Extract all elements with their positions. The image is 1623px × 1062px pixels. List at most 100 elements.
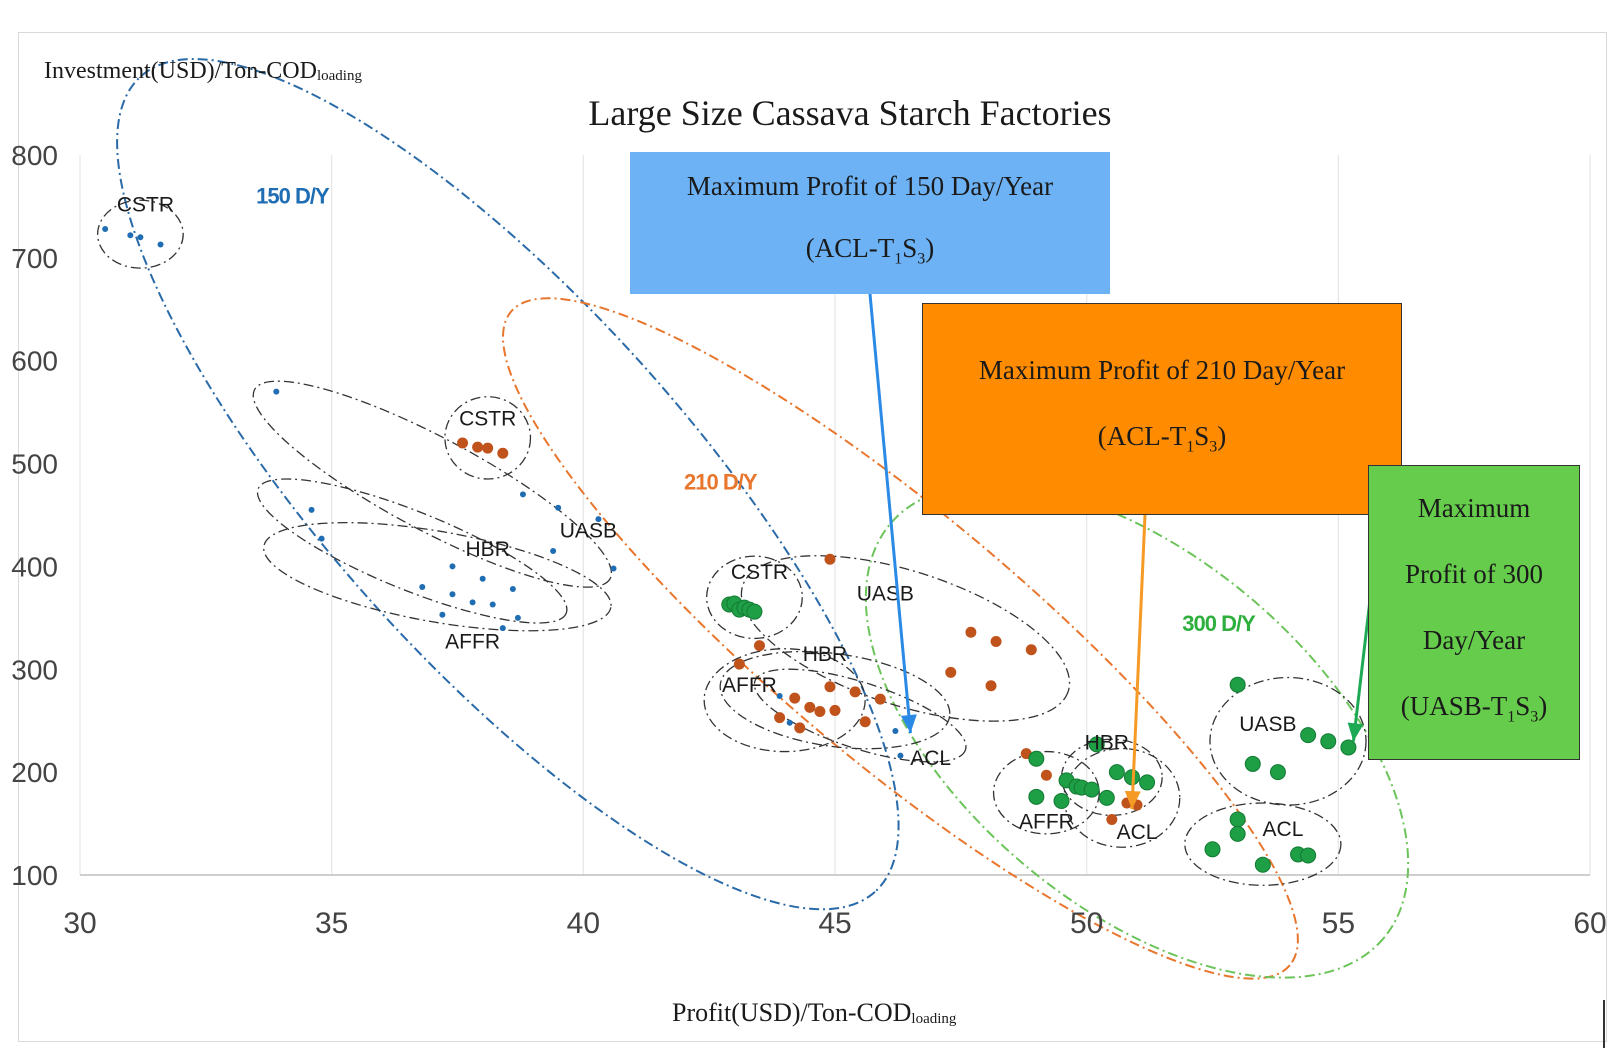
point-series-2-29 — [1340, 739, 1357, 756]
cluster-labels: 150 D/Y 210 D/Y 300 D/Y CSTR CSTR UASB HBR AFFR… — [117, 183, 1304, 844]
point-series-1-5 — [754, 640, 765, 652]
ellipse-cluster-cstr-1 — [96, 199, 184, 269]
cluster-label: CSTR — [459, 408, 516, 431]
point-series-0-5 — [308, 506, 315, 513]
ellipse-cluster-uasb-3 — [1209, 676, 1367, 806]
point-series-1-13 — [849, 686, 861, 698]
point-series-1-1 — [472, 441, 484, 453]
x-tick-label: 50 — [1070, 907, 1103, 940]
cluster-label: HBR — [803, 643, 847, 666]
y-tick-label: 200 — [11, 757, 58, 788]
x-axis-title: Profit(USD)/Ton-CODloading — [672, 998, 957, 1027]
arrowhead-callout-300 — [1347, 722, 1364, 742]
callout-150-line-2: (ACL-T1S3) — [805, 233, 935, 268]
point-series-2-27 — [1300, 727, 1317, 744]
cluster-label: UASB — [857, 582, 914, 605]
ellipse-cluster-uasb-1 — [252, 380, 613, 588]
point-series-0-11 — [479, 575, 486, 582]
x-tick-label: 30 — [63, 907, 96, 940]
callout-210-line-1: Maximum Profit of 210 Day/Year — [978, 355, 1346, 386]
arrowhead-callout-150 — [900, 714, 917, 734]
point-series-1-11 — [824, 681, 836, 693]
point-series-0-2 — [137, 234, 144, 241]
y-axis-title: Investment(USD)/Ton-CODloading — [44, 58, 362, 84]
point-series-2-23 — [1300, 847, 1317, 864]
point-series-0-22 — [776, 693, 783, 700]
y-tick-label: 100 — [11, 860, 58, 891]
point-series-1-18 — [965, 626, 977, 638]
point-series-1-12 — [829, 704, 841, 716]
point-series-1-17 — [945, 666, 957, 678]
callout-300-line-4: (UASB-T1S3) — [1400, 690, 1548, 726]
point-series-2-20 — [1229, 825, 1246, 842]
point-series-1-3 — [497, 447, 509, 459]
point-series-1-9 — [804, 701, 816, 713]
point-series-2-8 — [1053, 792, 1070, 809]
point-series-0-15 — [514, 614, 521, 621]
point-series-0-6 — [318, 535, 325, 542]
arrow-callout-300 — [1351, 599, 1372, 742]
point-series-1-16 — [824, 553, 836, 565]
callout-max-profit-150: Maximum Profit of 150 Day/Year (ACL-T1S3… — [630, 152, 1110, 294]
corner-mark — [1603, 1000, 1605, 1048]
cluster-label: AFFR — [445, 631, 500, 654]
x-tick-label: 40 — [567, 907, 600, 940]
cluster-label: ACL — [910, 747, 951, 770]
point-series-1-20 — [990, 636, 1002, 648]
cluster-label: ACL — [1117, 821, 1158, 844]
point-series-2-13 — [1098, 789, 1115, 806]
point-series-2-18 — [1204, 841, 1221, 858]
point-series-0-0 — [102, 226, 109, 233]
point-series-2-16 — [1088, 736, 1105, 753]
x-tick-label: 35 — [315, 907, 348, 940]
cluster-label: UASB — [560, 520, 617, 543]
y-tick-label: 600 — [11, 346, 58, 377]
point-series-0-18 — [555, 504, 562, 511]
callout-300-line-2: Profit of 300 — [1405, 558, 1543, 589]
callout-300-line-3: Day/Year — [1422, 624, 1526, 655]
group-label: 150 D/Y — [256, 183, 330, 208]
point-series-0-19 — [595, 516, 602, 523]
point-series-2-17 — [1108, 764, 1125, 781]
point-series-1-6 — [774, 712, 786, 724]
ellipse-cluster-affr-2 — [703, 648, 866, 753]
point-series-1-2 — [482, 442, 494, 454]
point-series-1-4 — [733, 658, 745, 670]
ellipse-cluster-affr-3 — [992, 750, 1100, 835]
point-series-2-19 — [1229, 811, 1246, 828]
y-tick-label: 400 — [11, 551, 58, 582]
chart-title: Large Size Cassava Starch Factories — [588, 93, 1112, 133]
point-series-1-8 — [794, 722, 806, 734]
callout-arrows — [868, 293, 1372, 810]
y-tick-label: 700 — [11, 243, 58, 274]
ellipse-group-300 — [864, 483, 1410, 979]
arrow-callout-150 — [868, 293, 912, 734]
point-series-0-24 — [892, 728, 899, 734]
point-series-0-9 — [449, 591, 456, 598]
point-series-0-8 — [439, 611, 446, 618]
point-series-1-10 — [814, 705, 826, 717]
point-series-0-25 — [897, 752, 904, 759]
point-series-0-14 — [509, 586, 516, 593]
y-tick-label: 800 — [11, 140, 58, 171]
point-series-0-10 — [469, 599, 476, 606]
point-series-0-4 — [273, 388, 280, 395]
point-series-0-3 — [157, 241, 164, 248]
x-tick-label: 55 — [1322, 907, 1355, 940]
point-series-0-7 — [419, 584, 426, 590]
point-series-1-14 — [859, 716, 871, 728]
ellipse-group-150 — [116, 58, 900, 911]
cluster-label: UASB — [1239, 713, 1296, 736]
point-series-2-24 — [1229, 676, 1246, 693]
ellipse-cluster-hbr-2 — [719, 650, 951, 750]
point-series-2-5 — [746, 603, 763, 620]
point-series-1-7 — [789, 692, 801, 704]
point-series-0-23 — [786, 719, 793, 726]
point-series-0-13 — [499, 625, 506, 632]
callout-210-line-2: (ACL-T1S3) — [1097, 421, 1227, 456]
callout-max-profit-210: Maximum Profit of 210 Day/Year (ACL-T1S3… — [922, 303, 1402, 515]
point-series-2-7 — [1028, 750, 1045, 767]
point-series-2-12 — [1083, 781, 1100, 798]
ellipse-cluster-cstr-3 — [706, 555, 803, 640]
group-label: 210 D/Y — [684, 469, 758, 494]
